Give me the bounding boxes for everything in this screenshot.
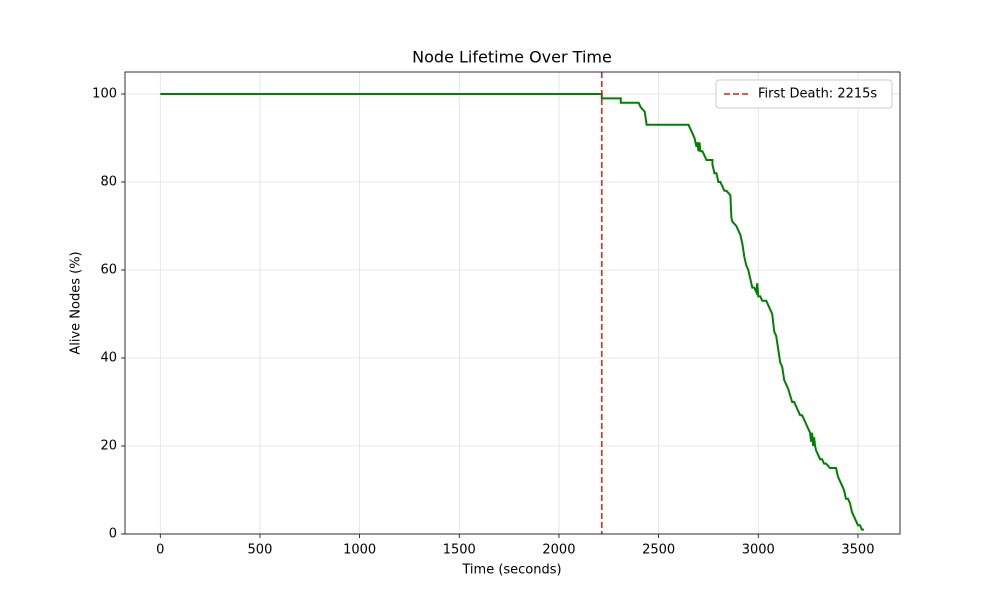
y-axis-label: Alive Nodes (%) [69,251,84,354]
x-tick-label: 3000 [742,543,775,558]
legend-box [715,79,893,109]
y-tick-label: 40 [100,351,117,366]
x-tick-label: 2500 [642,543,675,558]
x-tick-label: 1000 [343,543,376,558]
x-tick-label: 1500 [443,543,476,558]
y-tick-label: 0 [109,527,117,542]
plot-frame [124,71,901,535]
legend: First Death: 2215s [715,79,893,109]
x-tick-label: 0 [156,543,164,558]
y-tick-label: 20 [100,439,117,454]
y-tick-label: 100 [92,87,117,102]
x-tick-label: 500 [248,543,273,558]
x-axis-label: Time (seconds) [461,563,561,578]
x-tick-label: 3500 [841,543,874,558]
legend-label: First Death: 2215s [758,87,877,102]
y-tick-label: 60 [100,263,117,278]
y-tick-label: 80 [100,175,117,190]
line [160,93,864,531]
x-tick-label: 2000 [542,543,575,558]
chart-title: Node Lifetime Over Time [412,48,612,67]
